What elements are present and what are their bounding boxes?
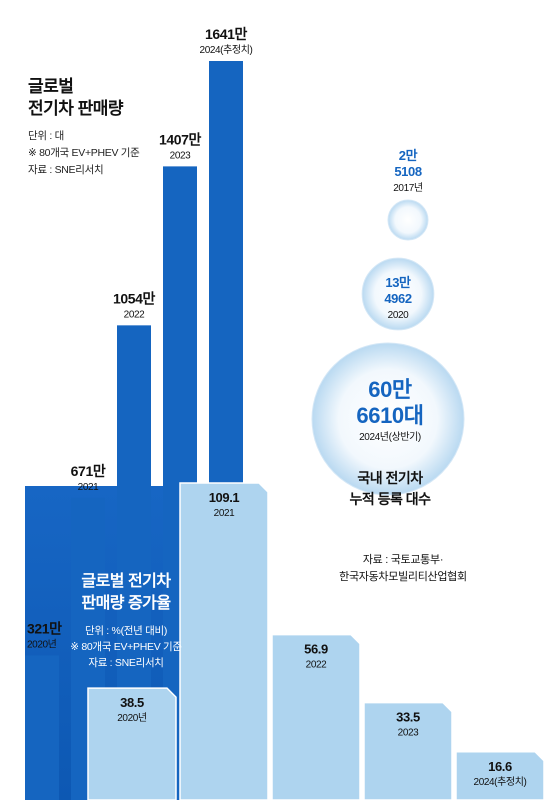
sales-year-label-2: 2022 [124,309,145,320]
sales-year-label-4: 2024(추정치) [200,44,253,56]
growth-value-label-0: 38.5 [120,695,144,710]
domestic-bubble-0 [387,199,429,241]
domestic-year-label-2: 2024년(상반기) [359,431,421,443]
domestic-bubble-2 [311,342,465,496]
growth-year-label-2: 2022 [306,660,327,671]
growth-note: ※ 80개국 EV+PHEV 기준 [70,641,182,653]
domestic-source-line-1: 자료 : 국토교통부· [362,554,444,566]
domestic-value-label-2a: 60만 [368,377,412,402]
sales-value-label-2: 1054만 [113,290,156,306]
growth-bar-0 [87,687,177,800]
growth-bar-group: 38.5 2020년 109.1 2021 56.9 2022 33.5 2023 16.6 20… [87,482,545,800]
domestic-value-label-0a: 2만 [399,148,418,163]
growth-value-label-1: 109.1 [209,490,240,505]
sales-value-label-1: 671만 [71,463,106,479]
domestic-value-label-1b: 4962 [384,291,411,306]
sales-unit: 단위 : 대 [28,130,64,142]
domestic-year-label-1: 2020 [388,310,409,321]
domestic-source: 자료 : 국토교통부· 한국자동차모빌리티산업협회 [328,552,478,586]
growth-bar-4 [455,751,545,800]
domestic-bubble-1 [361,257,435,331]
sales-value-label-4: 1641만 [205,26,248,42]
growth-value-label-4: 16.6 [488,759,512,774]
domestic-year-label-0: 2017년 [393,182,423,194]
domestic-label-line-1: 국내 전기차 [357,470,423,486]
domestic-value-label-1a: 13만 [385,275,411,290]
sales-note: ※ 80개국 EV+PHEV 기준 [28,147,140,159]
growth-bar-1 [179,482,269,800]
growth-unit: 단위 : %(전년 대비) [84,625,168,637]
growth-title-line-2: 판매량 증가율 [81,595,171,612]
sales-value-label-3: 1407만 [159,131,202,147]
growth-year-label-1: 2021 [214,508,235,519]
sales-bar-0 [25,655,59,800]
growth-year-label-4: 2024(추정치) [474,776,527,788]
growth-title-block: 글로벌 전기차 판매량 증가율 단위 : %(전년 대비) ※ 80개국 EV+… [62,571,190,671]
growth-bar-3 [363,701,453,800]
growth-title-line-1: 글로벌 전기차 [81,573,171,590]
sales-value-label-0: 321만 [27,620,62,636]
sales-year-label-3: 2023 [170,150,191,161]
growth-value-label-2: 56.9 [304,642,328,657]
domestic-label: 국내 전기차 누적 등록 대수 [330,468,450,510]
growth-year-label-3: 2023 [398,728,419,739]
sales-year-label-0: 2020년 [27,638,57,650]
growth-year-label-0: 2020년 [117,712,147,724]
domestic-source-line-2: 한국자동차모빌리티산업협회 [339,571,467,583]
sales-title-line-1: 글로벌 [28,77,74,96]
sales-title-block: 글로벌 전기차 판매량 단위 : 대 ※ 80개국 EV+PHEV 기준 자료 … [28,76,140,179]
domestic-value-label-2b: 6610대 [356,403,423,428]
domestic-value-label-0b: 5108 [394,164,421,179]
sales-year-label-1: 2021 [78,482,99,493]
growth-source: 자료 : SNE리서치 [88,657,164,669]
growth-bar-2 [271,633,361,800]
growth-value-label-3: 33.5 [396,710,420,725]
sales-source: 자료 : SNE리서치 [28,164,104,176]
sales-title-line-2: 전기차 판매량 [28,99,124,118]
domestic-label-line-2: 누적 등록 대수 [349,491,431,507]
